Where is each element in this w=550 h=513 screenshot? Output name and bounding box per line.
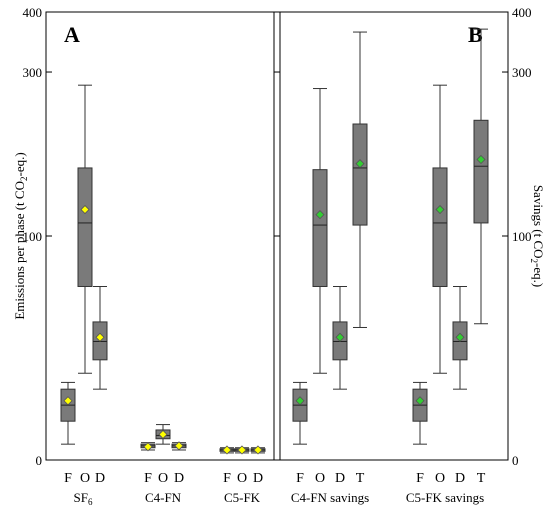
box-a-1-F	[140, 442, 156, 452]
category-label-D: D	[335, 471, 345, 486]
category-label-F: F	[64, 471, 72, 486]
mean-marker	[355, 159, 365, 169]
y-tick-label-left: 400	[23, 5, 43, 20]
category-label-F: F	[416, 471, 424, 486]
box-a-0-F	[60, 381, 76, 445]
mean-marker	[435, 204, 445, 215]
y-tick-label-right: 0	[512, 453, 519, 468]
mean-marker	[315, 210, 325, 220]
mean-marker	[335, 332, 345, 342]
category-label-F: F	[296, 471, 304, 486]
y-tick-label-left: 0	[36, 453, 43, 468]
group-label: C5-FK savings	[406, 490, 484, 505]
mean-marker	[237, 445, 247, 455]
category-label-T: T	[477, 471, 486, 486]
mean-marker	[158, 429, 168, 440]
category-label-T: T	[356, 471, 365, 486]
y-axis-title-left: Emissions per phase (t CO2-eq.)	[12, 152, 29, 319]
box-b-1-T	[473, 28, 489, 325]
box-a-0-D	[92, 285, 108, 390]
box-body	[352, 123, 368, 226]
mean-marker	[476, 154, 486, 165]
panel-a-letter: A	[64, 22, 80, 47]
box-b-1-F	[412, 381, 428, 445]
box-body	[473, 119, 489, 224]
box-a-1-O	[155, 424, 171, 445]
y-tick-label-right: 300	[512, 65, 532, 80]
mean-marker	[222, 445, 232, 455]
box-a-2-F	[219, 445, 235, 455]
mean-marker	[415, 396, 425, 406]
box-body	[432, 167, 448, 287]
box-a-2-D	[250, 445, 266, 455]
box-a-0-O	[77, 84, 93, 374]
y-tick-label-right: 400	[512, 5, 532, 20]
mean-marker	[295, 396, 305, 406]
box-b-1-O	[432, 84, 448, 374]
category-label-O: O	[237, 471, 247, 486]
box-b-0-O	[312, 88, 328, 374]
category-label-D: D	[455, 471, 465, 486]
group-label: SF6	[74, 490, 93, 507]
group-label: C4-FN	[145, 490, 182, 505]
category-label-O: O	[435, 471, 445, 486]
y-axis-title-right: Savings (t CO2-eq.)	[529, 185, 546, 287]
y-tick-label-left: 100	[23, 229, 43, 244]
category-label-F: F	[223, 471, 231, 486]
box-a-1-D	[171, 441, 187, 451]
box-body	[77, 167, 93, 287]
mean-marker	[63, 396, 73, 406]
y-tick-label-left: 300	[23, 65, 43, 80]
category-label-O: O	[158, 471, 168, 486]
box-b-1-D	[452, 285, 468, 390]
group-label: C4-FN savings	[291, 490, 369, 505]
y-axis-ticks: 0 0 100 100 300 300 400 400	[23, 5, 532, 468]
boxes-layer	[60, 28, 489, 455]
mean-marker	[174, 441, 184, 451]
mean-marker	[80, 204, 90, 215]
box-a-2-O	[234, 445, 250, 455]
y-tick-label-right: 100	[512, 229, 532, 244]
mean-marker	[143, 442, 153, 452]
panel-b-letter: B	[468, 22, 483, 47]
mean-marker	[95, 332, 105, 342]
category-label-D: D	[95, 471, 105, 486]
category-label-O: O	[315, 471, 325, 486]
category-label-D: D	[253, 471, 263, 486]
box-body	[312, 169, 328, 287]
box-b-0-D	[332, 285, 348, 390]
group-label: C5-FK	[224, 490, 261, 505]
mean-marker	[253, 445, 263, 455]
category-label-F: F	[144, 471, 152, 486]
category-label-O: O	[80, 471, 90, 486]
category-label-D: D	[174, 471, 184, 486]
box-b-0-T	[352, 31, 368, 328]
box-b-0-F	[292, 381, 308, 445]
mean-marker	[455, 332, 465, 342]
